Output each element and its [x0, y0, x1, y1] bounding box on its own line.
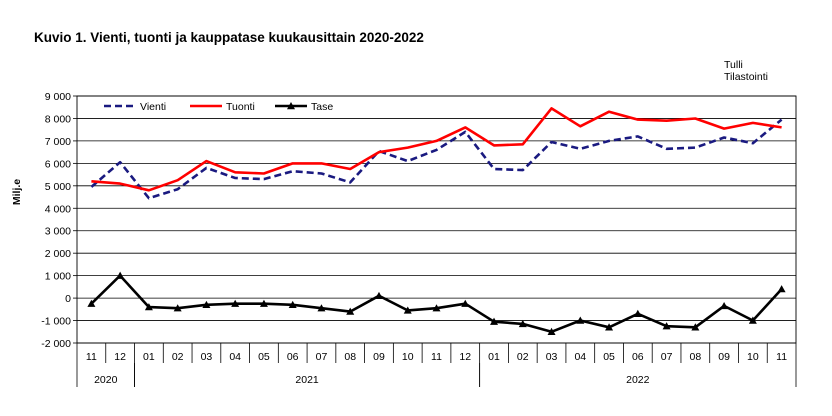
data-point-tase — [317, 304, 326, 312]
x-tick-label: 09 — [373, 351, 385, 363]
data-point-tase — [202, 300, 211, 309]
data-point-tase — [259, 299, 268, 307]
data-point-tase — [547, 327, 556, 335]
y-tick-label: 8 000 — [45, 113, 71, 125]
data-point-tase — [461, 299, 470, 307]
y-tick-label: -1 000 — [41, 316, 71, 328]
data-point-tase — [374, 291, 383, 300]
y-tick-label: 2 000 — [45, 248, 71, 260]
y-tick-label: 9 000 — [45, 91, 71, 103]
year-label: 2021 — [295, 374, 319, 386]
data-point-tase — [173, 304, 182, 312]
legend-label-tase: Tase — [311, 101, 333, 113]
x-tick-label: 08 — [689, 351, 701, 363]
series-line-tase — [90, 274, 783, 334]
x-tick-label: 04 — [229, 351, 241, 363]
y-tick-label: 6 000 — [45, 158, 71, 170]
plot-frame — [76, 95, 797, 344]
source-line-2: Tilastointi — [724, 71, 768, 83]
legend-label-vienti: Vienti — [140, 101, 166, 113]
data-point-tase — [777, 285, 786, 293]
legend-label-tuonti: Tuonti — [226, 101, 255, 113]
x-tick-label: 06 — [287, 351, 299, 363]
x-tick-label: 10 — [402, 351, 414, 363]
grid-lines — [76, 95, 797, 344]
x-tick-label: 11 — [431, 351, 442, 363]
data-point-tase — [432, 304, 441, 312]
data-point-tase — [346, 307, 355, 315]
data-point-tase — [116, 271, 125, 279]
series-line-vienti — [90, 118, 783, 200]
y-axis-ticks: -2 000 -1 000 0 1 000 2 000 3 000 4 000 5 000 6 … — [41, 91, 77, 350]
x-tick-label: 03 — [201, 351, 213, 363]
data-point-tase — [490, 317, 499, 325]
data-point-tase — [720, 301, 729, 310]
data-point-tase — [288, 300, 297, 309]
x-tick-label: 08 — [344, 351, 356, 363]
data-point-tase — [748, 316, 757, 324]
chart-title: Kuvio 1. Vienti, tuonti ja kauppatase ku… — [34, 30, 424, 45]
data-point-tase — [662, 322, 671, 330]
x-tick-label: 06 — [632, 351, 644, 363]
year-label: 2022 — [626, 374, 650, 386]
y-tick-label: 7 000 — [45, 136, 71, 148]
legend: Vienti Tuonti Tase — [104, 101, 333, 113]
y-tick-label: -2 000 — [41, 338, 71, 350]
source-label: Tulli Tilastointi — [724, 59, 768, 83]
y-axis-label: Milj.e — [11, 179, 23, 205]
data-point-tase — [144, 303, 153, 311]
data-point-tase — [605, 323, 614, 331]
source-line-1: Tulli — [724, 59, 743, 71]
data-point-tase — [87, 299, 96, 307]
x-tick-label: 02 — [172, 351, 184, 363]
y-tick-label: 1 000 — [45, 271, 71, 283]
x-tick-label: 07 — [316, 351, 328, 363]
x-tick-label: 05 — [258, 351, 270, 363]
legend-marker-tase — [287, 102, 295, 110]
x-tick-label: 03 — [546, 351, 558, 363]
x-tick-label: 09 — [718, 351, 730, 363]
series-line-tuonti — [91, 107, 782, 192]
year-label: 2020 — [94, 374, 118, 386]
x-tick-label: 11 — [86, 351, 97, 363]
data-point-tase — [576, 316, 585, 324]
data-point-tase — [691, 323, 700, 331]
series-group — [87, 107, 786, 335]
x-tick-label: 05 — [603, 351, 615, 363]
x-tick-label: 11 — [776, 351, 787, 363]
x-tick-label: 01 — [143, 351, 155, 363]
x-tick-label: 02 — [517, 351, 529, 363]
y-tick-label: 0 — [65, 293, 71, 305]
x-tick-label: 01 — [488, 351, 500, 363]
x-tick-label: 07 — [661, 351, 673, 363]
x-tick-label: 12 — [459, 351, 471, 363]
y-tick-label: 3 000 — [45, 226, 71, 238]
y-tick-label: 4 000 — [45, 203, 71, 215]
y-tick-label: 5 000 — [45, 181, 71, 193]
x-axis: 11 12 01 02 03 04 05 06 07 08 09 10 11 12 01 02 03 04 05 06… — [76, 343, 797, 387]
x-tick-label: 04 — [574, 351, 586, 363]
data-point-tase — [633, 309, 642, 318]
data-point-tase — [518, 319, 527, 328]
x-tick-label: 12 — [114, 351, 126, 363]
x-tick-label: 10 — [747, 351, 759, 363]
data-point-tase — [231, 299, 240, 307]
data-point-tase — [403, 306, 412, 314]
